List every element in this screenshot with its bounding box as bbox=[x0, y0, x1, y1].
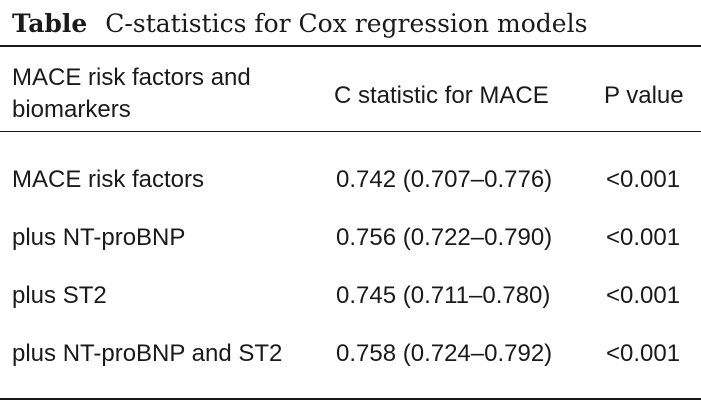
row-c-statistic: 0.758 (0.724–0.792) bbox=[336, 340, 553, 367]
row-c-statistic: 0.756 (0.722–0.790) bbox=[336, 224, 553, 251]
row-p-value: <0.001 bbox=[606, 166, 681, 193]
row-model: plus NT-proBNP bbox=[12, 224, 186, 251]
top-rule bbox=[0, 45, 701, 47]
row-p-value: <0.001 bbox=[606, 282, 681, 309]
table-row: MACE risk factors 0.742 (0.707–0.776) <0… bbox=[0, 160, 701, 200]
row-model: plus NT-proBNP and ST2 bbox=[12, 340, 283, 367]
header-model: MACE risk factors and biomarkers bbox=[12, 64, 251, 123]
row-model: MACE risk factors bbox=[12, 166, 205, 193]
row-p-value: <0.001 bbox=[606, 340, 681, 367]
row-c-statistic: 0.745 (0.711–0.780) bbox=[336, 282, 551, 309]
table-row: plus NT-proBNP and ST2 0.758 (0.724–0.79… bbox=[0, 334, 701, 374]
row-c-statistic: 0.742 (0.707–0.776) bbox=[336, 166, 553, 193]
caption-title: C-statistics for Cox regression models bbox=[105, 9, 588, 38]
table-row: plus NT-proBNP 0.756 (0.722–0.790) <0.00… bbox=[0, 218, 701, 258]
row-p-value: <0.001 bbox=[606, 224, 681, 251]
header-rule bbox=[0, 131, 701, 132]
header-p-value: P value bbox=[604, 82, 684, 109]
caption-label: Table bbox=[12, 9, 88, 38]
row-model: plus ST2 bbox=[12, 282, 107, 309]
header-c-statistic: C statistic for MACE bbox=[334, 82, 549, 109]
bottom-rule bbox=[0, 398, 701, 400]
table-row: plus ST2 0.745 (0.711–0.780) <0.001 bbox=[0, 276, 701, 316]
table-caption: Table C-statistics for Cox regression mod… bbox=[12, 6, 587, 42]
